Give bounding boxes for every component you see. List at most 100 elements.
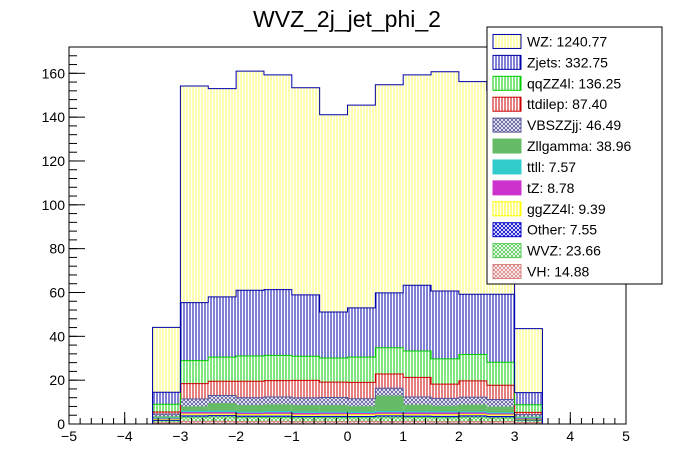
bar-ggzz4l-bin-1 [180, 414, 209, 416]
x-tick-label: 2 [455, 428, 463, 444]
bar-ttll-bin-12 [486, 412, 515, 414]
bar-qqzz4l-bin-9 [403, 351, 432, 378]
series-ggzz4l [152, 414, 543, 421]
bar-vbszzjj-bin-0 [152, 414, 181, 417]
bar-wz-bin-4 [263, 74, 292, 290]
y-tick-label: 160 [42, 65, 66, 81]
bar-wvz-bin-4 [263, 417, 292, 422]
x-tick-label: 1 [399, 428, 407, 444]
bar-wz-bin-10 [431, 71, 459, 291]
bar-wz-bin-2 [208, 88, 237, 297]
chart-title: WVZ_2j_jet_phi_2 [253, 6, 441, 32]
bar-ttll-bin-2 [208, 411, 237, 413]
bar-qqzz4l-bin-7 [347, 357, 376, 383]
bar-vbszzjj-bin-2 [208, 395, 237, 404]
legend-entry-zjets: Zjets: 332.75 [492, 54, 608, 70]
bar-wz-bin-11 [458, 81, 487, 295]
bar-ggzz4l-bin-9 [403, 414, 432, 417]
bar-ggzz4l-bin-8 [375, 414, 404, 416]
bar-ggzz4l-bin-7 [347, 414, 376, 417]
x-tick-label: −4 [117, 428, 133, 444]
bar-ttll-bin-8 [375, 411, 404, 413]
legend: WZ: 1240.77 Zjets: 332.75 qqZZ4l: 136.25 tt… [486, 26, 663, 285]
bar-ggzz4l-bin-10 [431, 414, 459, 417]
bar-other-bin-9 [403, 416, 432, 418]
bar-tz-bin-5 [291, 413, 320, 416]
bar-vh-bin-0 [152, 422, 181, 424]
bar-ttdilep-bin-12 [486, 385, 515, 400]
legend-swatch [492, 243, 522, 259]
legend-entry-wz: WZ: 1240.77 [492, 33, 607, 49]
bar-vh-bin-13 [514, 422, 543, 424]
x-tick-label: −1 [284, 428, 300, 444]
legend-label: ggZZ4l: 9.39 [527, 201, 606, 217]
bar-ttdilep-bin-0 [152, 411, 181, 415]
bar-wvz-bin-9 [403, 417, 432, 422]
bar-tz-bin-3 [236, 413, 264, 415]
bar-zjets-bin-7 [347, 307, 376, 358]
bar-zjets-bin-13 [514, 392, 543, 405]
bar-zllgamma-bin-9 [403, 405, 432, 412]
bar-zjets-bin-5 [291, 294, 320, 357]
bar-zjets-bin-4 [263, 289, 292, 356]
bar-other-bin-5 [291, 416, 320, 418]
series-zllgamma [152, 396, 543, 419]
bar-ggzz4l-bin-5 [291, 415, 320, 417]
bar-ttdilep-bin-13 [514, 412, 543, 415]
x-tick-label: −5 [61, 428, 77, 444]
bar-vh-bin-5 [291, 421, 320, 424]
bar-ttll-bin-11 [458, 411, 487, 413]
bar-wvz-bin-8 [375, 417, 404, 422]
bar-tz-bin-4 [263, 412, 292, 415]
bar-qqzz4l-bin-11 [458, 354, 487, 381]
bar-zjets-bin-0 [152, 392, 181, 405]
bar-other-bin-8 [375, 415, 404, 418]
stacked-bars [152, 71, 543, 424]
bar-qqzz4l-bin-2 [208, 357, 237, 382]
bar-zjets-bin-9 [403, 285, 432, 352]
legend-swatch [492, 264, 522, 280]
bar-vh-bin-11 [458, 421, 487, 424]
y-axis: 0 20 40 60 80 100 120 140 160 [42, 46, 85, 432]
bar-vh-bin-4 [263, 421, 292, 424]
bar-ttll-bin-1 [180, 411, 209, 413]
legend-swatch [492, 222, 522, 238]
outline-wvz [152, 416, 543, 424]
bar-other-bin-10 [431, 416, 459, 418]
bar-wvz-bin-11 [458, 417, 487, 422]
legend-label: VH: 14.88 [527, 264, 589, 280]
series-vbszzjj [152, 388, 543, 417]
legend-label: Zjets: 332.75 [527, 54, 608, 70]
series-ttll [152, 411, 543, 419]
x-tick-label: 3 [511, 428, 519, 444]
bar-vbszzjj-bin-10 [431, 398, 459, 407]
bar-ttll-bin-3 [236, 412, 264, 414]
series-qqzz4l [152, 347, 543, 413]
bar-tz-bin-12 [486, 413, 515, 416]
bar-qqzz4l-bin-6 [319, 358, 348, 383]
bar-vbszzjj-bin-5 [291, 397, 320, 406]
bar-zjets-bin-2 [208, 296, 237, 358]
legend-swatch [492, 75, 522, 91]
bar-other-bin-1 [180, 415, 209, 418]
bar-zllgamma-bin-0 [152, 416, 181, 419]
bar-ttll-bin-4 [263, 411, 292, 413]
bar-other-bin-12 [486, 416, 515, 418]
legend-swatch [492, 138, 522, 154]
legend-label: qqZZ4l: 136.25 [527, 75, 621, 91]
bar-vh-bin-2 [208, 421, 237, 424]
bar-wz-bin-0 [152, 327, 181, 393]
bar-vbszzjj-bin-1 [180, 399, 209, 407]
legend-label: VBSZZjj: 46.49 [527, 117, 621, 133]
legend-entry-qqzz4l: qqZZ4l: 136.25 [492, 75, 621, 91]
bar-zjets-bin-10 [431, 290, 459, 359]
bar-zllgamma-bin-5 [291, 405, 320, 413]
legend-label: ttdilep: 87.40 [527, 96, 607, 112]
bar-ttdilep-bin-4 [263, 380, 292, 398]
legend-entry-wvz: WVZ: 23.66 [492, 243, 601, 259]
bar-ggzz4l-bin-12 [486, 415, 515, 417]
bar-tz-bin-1 [180, 412, 209, 415]
y-tick-label: 80 [49, 241, 65, 257]
bar-qqzz4l-bin-1 [180, 360, 209, 384]
x-tick-label: 0 [344, 428, 352, 444]
